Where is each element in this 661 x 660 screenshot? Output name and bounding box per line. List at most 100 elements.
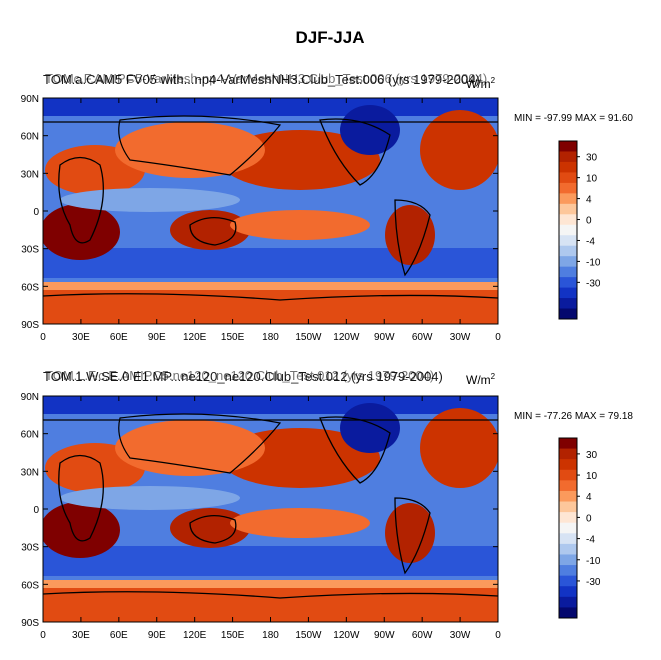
colorbar-label: -30 [586, 278, 601, 289]
panel-1-minmax: MIN = -97.99 MAX = 91.60 [514, 113, 633, 124]
panel-2-ticks: 0 30E 60E 90E 120E 150E 180 150W 120W 90W 60W 30W 09… [21, 392, 502, 641]
colorbar-swatch [559, 224, 577, 236]
colorbar-label: 4 [586, 195, 592, 206]
x-tick-label: 150E [221, 630, 245, 641]
colorbar-label: -30 [586, 577, 601, 588]
colorbar-swatch [559, 469, 577, 481]
antarctic-edge [43, 282, 498, 290]
x-tick-label: 30W [450, 332, 471, 343]
y-tick-label: 0 [33, 207, 39, 218]
colorbar-swatch [559, 586, 577, 598]
panel-2-title-overlay: TOM.1.W.SE.0 E1.MP...ne120_ne120.Club_Te… [43, 369, 443, 384]
canada-cold-2 [340, 403, 400, 453]
x-tick-label: 120E [183, 332, 207, 343]
colorbar-swatch [559, 490, 577, 503]
x-tick-label: 60E [110, 630, 128, 641]
y-tick-label: 0 [33, 505, 39, 516]
panel-2-minmax: MIN = -77.26 MAX = 79.18 [514, 411, 633, 422]
colorbar-swatch [559, 172, 577, 184]
africa-coast-2 [58, 454, 104, 542]
y-tick-label: 30S [21, 543, 39, 554]
antarctica-coast-2 [43, 591, 498, 599]
colorbar-swatch [559, 182, 577, 194]
y-tick-label: 90N [21, 392, 39, 403]
australia-coast [189, 217, 237, 246]
y-tick-label: 60S [21, 282, 39, 293]
colorbar-swatch [559, 522, 577, 534]
south-america-coast-2 [394, 497, 431, 575]
x-tick-label: 0 [40, 332, 46, 343]
y-tick-label: 90S [21, 618, 39, 629]
south-america-hot-2 [385, 503, 435, 563]
colorbar-swatch [559, 448, 577, 460]
x-tick-label: 150W [295, 630, 322, 641]
x-tick-label: 0 [40, 630, 46, 641]
x-tick-label: 120W [333, 332, 360, 343]
north-atlantic-warm-2 [420, 408, 498, 488]
colorbar-label: -10 [586, 257, 601, 268]
colorbar-swatch [559, 575, 577, 587]
colorbar-label: 10 [586, 471, 598, 482]
y-tick-label: 60S [21, 580, 39, 591]
colorbar-label: -4 [586, 535, 595, 546]
y-tick-label: 30S [21, 245, 39, 256]
colorbar-swatch [559, 214, 577, 226]
eurasia-coast-2 [118, 413, 282, 474]
south-pacific-band-2 [230, 508, 370, 538]
x-tick-label: 0 [495, 332, 501, 343]
colorbar-swatch [559, 266, 577, 278]
colorbar-swatch [559, 543, 577, 555]
antarctic-edge-2 [43, 580, 498, 588]
x-tick-label: 90E [148, 332, 166, 343]
panel-2-colorbar: 30 10 4 0 -4 -10 -30 [558, 437, 601, 619]
colorbar-swatch [559, 607, 577, 619]
south-america-coast [394, 199, 431, 277]
y-tick-label: 30N [21, 467, 39, 478]
colorbar-swatch [559, 438, 577, 450]
colorbar-swatch [559, 277, 577, 289]
panel-2: TOM.1.W.SE.0 E1.MP...ne120_ne120.Club_Te… [21, 368, 634, 641]
x-tick-label: 90W [374, 332, 395, 343]
x-tick-label: 30E [72, 332, 90, 343]
y-tick-label: 90S [21, 320, 39, 331]
colorbar-label: 0 [586, 216, 592, 227]
colorbar-label: 30 [586, 450, 598, 461]
colorbar-label: -10 [586, 556, 601, 567]
south-africa-hot [43, 204, 120, 260]
colorbar-label: -4 [586, 236, 595, 247]
colorbar-swatch [559, 235, 577, 247]
south-pacific-band [230, 210, 370, 240]
panel-2-title: TOM.L.F.c.E.AMIPC5.ne120_ne120.Club_Test… [45, 368, 434, 383]
colorbar-swatch [559, 287, 577, 299]
colorbar-swatch [559, 193, 577, 205]
panel-1-ticks: 0 30E 60E 90E 120E 150E 180 150W 120W 90W 60W 30W 09… [21, 94, 502, 343]
colorbar-swatch [559, 554, 577, 566]
south-africa-hot-2 [43, 502, 120, 558]
x-tick-label: 30W [450, 630, 471, 641]
north-america-coast-2 [319, 416, 391, 484]
colorbar-swatch [559, 308, 577, 320]
antarctica-coast [43, 293, 498, 301]
colorbar-swatch [559, 151, 577, 163]
colorbar-swatch [559, 459, 577, 471]
africa-coast [58, 156, 104, 244]
australia-coast-2 [189, 515, 237, 544]
y-tick-label: 30N [21, 169, 39, 180]
panel-1-units: W/m2 [466, 76, 496, 91]
colorbar-swatch [559, 480, 577, 492]
colorbar-swatch [559, 596, 577, 608]
colorbar-swatch [559, 565, 577, 577]
x-tick-label: 120W [333, 630, 360, 641]
colorbar-label: 4 [586, 492, 592, 503]
x-tick-label: 150W [295, 332, 322, 343]
south-america-hot [385, 205, 435, 265]
panel-2-units: W/m2 [466, 372, 496, 387]
panel-1-colorbar: 30 10 4 0 -4 -10 -30 [558, 140, 601, 320]
x-tick-label: 90W [374, 630, 395, 641]
colorbar-swatch [559, 141, 577, 152]
x-tick-label: 0 [495, 630, 501, 641]
colorbar-swatch [559, 203, 577, 215]
colorbar-frame [558, 437, 578, 619]
colorbar-swatch [559, 533, 577, 545]
